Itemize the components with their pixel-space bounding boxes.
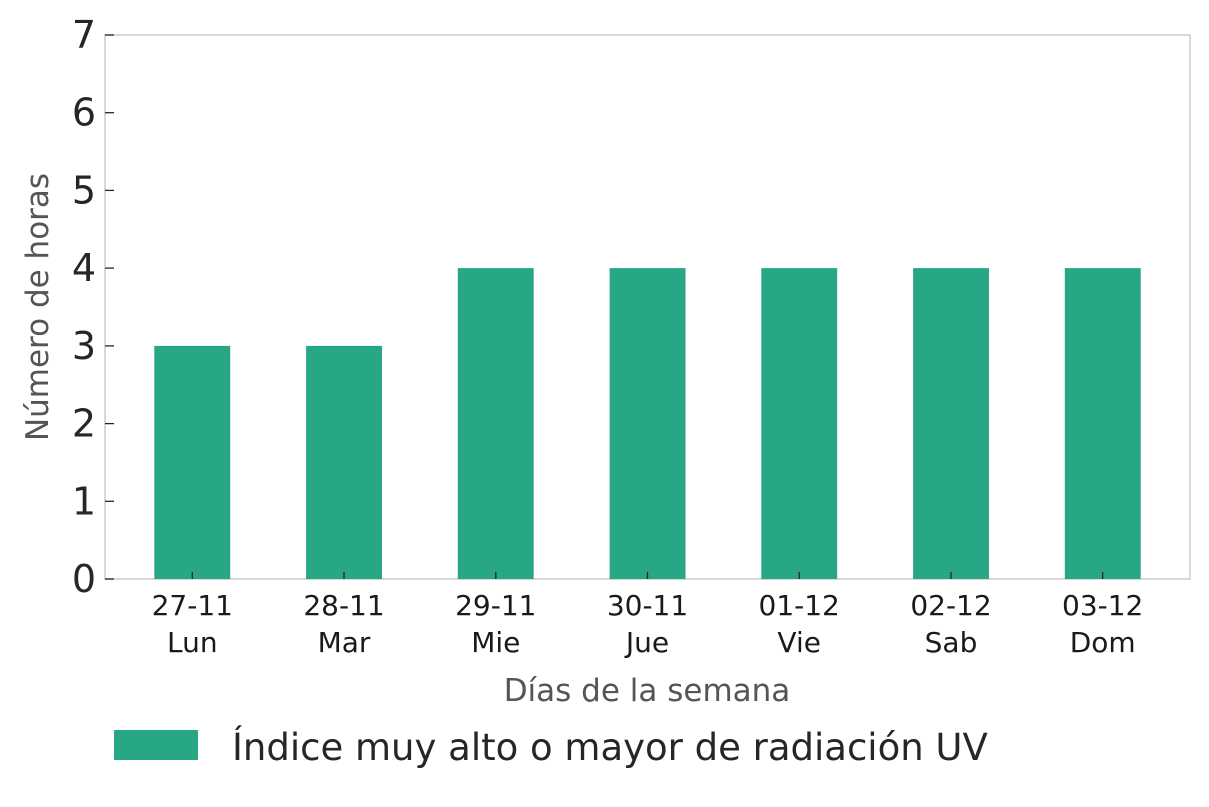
x-tick-day-label: Mie: [471, 626, 520, 659]
bar-vie: [761, 268, 838, 579]
x-tick-date-label: 02-12: [910, 589, 991, 622]
bar-dom: [1064, 268, 1141, 579]
x-tick-date-label: 29-11: [455, 589, 536, 622]
x-tick-day-label: Mar: [318, 626, 371, 659]
y-tick-label: 1: [72, 479, 96, 523]
x-tick-date-label: 01-12: [759, 589, 840, 622]
x-tick-date-label: 30-11: [607, 589, 688, 622]
x-axis-label: Días de la semana: [504, 673, 791, 709]
bar-sab: [913, 268, 989, 579]
bar-jue: [609, 268, 686, 579]
y-tick-label: 5: [72, 168, 96, 212]
x-tick-day-label: Vie: [777, 626, 821, 659]
legend-swatch: [114, 730, 198, 760]
bar-lun: [154, 345, 231, 579]
x-tick-day-label: Jue: [624, 626, 669, 659]
bar-mar: [306, 345, 382, 579]
y-tick-label: 2: [72, 402, 96, 446]
x-tick-date-label: 03-12: [1062, 589, 1143, 622]
x-tick-day-label: Dom: [1070, 626, 1136, 659]
x-tick-day-label: Sab: [925, 626, 978, 659]
y-axis: 0 1 2 3 4 5 6 7: [72, 13, 114, 601]
y-axis-label: Número de horas: [20, 173, 56, 441]
y-tick-label: 3: [72, 324, 96, 368]
y-tick-label: 7: [72, 13, 96, 57]
x-axis: 27-11 Lun 28-11 Mar 29-11 Mie 30-11 Jue 01-12 Vie…: [152, 572, 1143, 659]
x-tick-day-label: Lun: [167, 626, 218, 659]
y-tick-label: 4: [72, 246, 96, 290]
x-tick-date-label: 27-11: [152, 589, 233, 622]
bar-mie: [457, 268, 534, 579]
bars-group: [154, 268, 1141, 579]
y-tick-label: 6: [72, 91, 96, 135]
y-tick-label: 0: [72, 557, 96, 601]
x-tick-date-label: 28-11: [303, 589, 384, 622]
legend-label: Índice muy alto o mayor de radiación UV: [232, 725, 988, 769]
